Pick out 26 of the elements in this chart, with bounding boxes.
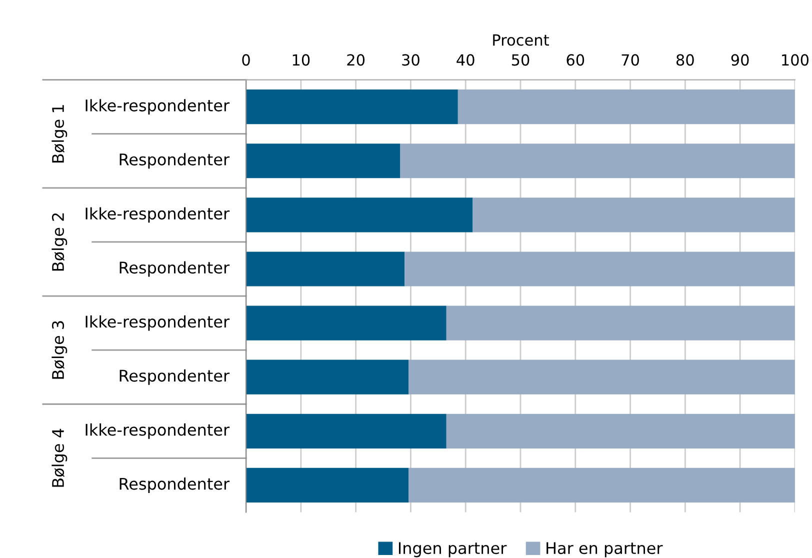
y-tick-label: Ikke-respondenter [86, 423, 230, 439]
x-tick-label: 60 [566, 54, 584, 66]
legend-label: Ingen partner [398, 542, 507, 558]
y-tick-label: Respondenter [120, 261, 230, 277]
y-tick-label: Respondenter [120, 477, 230, 493]
x-tick-label: 100 [782, 54, 809, 66]
y-tick-label: Respondenter [120, 369, 230, 385]
x-tick-label: 30 [402, 54, 420, 66]
x-tick-label: 50 [512, 54, 530, 66]
y-tick-label: Ikke-respondenter [86, 99, 230, 115]
legend-label: Har en partner [546, 542, 663, 558]
y-tick-label: Ikke-respondenter [86, 207, 230, 223]
x-tick-label: 40 [456, 54, 474, 66]
x-tick-label: 10 [292, 54, 310, 66]
text: Bølge 4 [52, 428, 68, 487]
text: Bølge 2 [52, 213, 68, 271]
x-tick-label: 70 [622, 54, 639, 66]
y-tick-label: Ikke-respondenter [86, 315, 230, 331]
x-tick-label: 90 [731, 54, 749, 66]
text: Bølge 3 [52, 321, 68, 379]
x-tick-label: 20 [347, 54, 365, 66]
y-tick-label: Respondenter [120, 153, 230, 169]
text: Bølge 1 [52, 105, 68, 162]
x-tick-label: 0 [242, 54, 250, 66]
x-axis-title: Procent [493, 34, 549, 46]
x-tick-label: 80 [676, 54, 694, 66]
